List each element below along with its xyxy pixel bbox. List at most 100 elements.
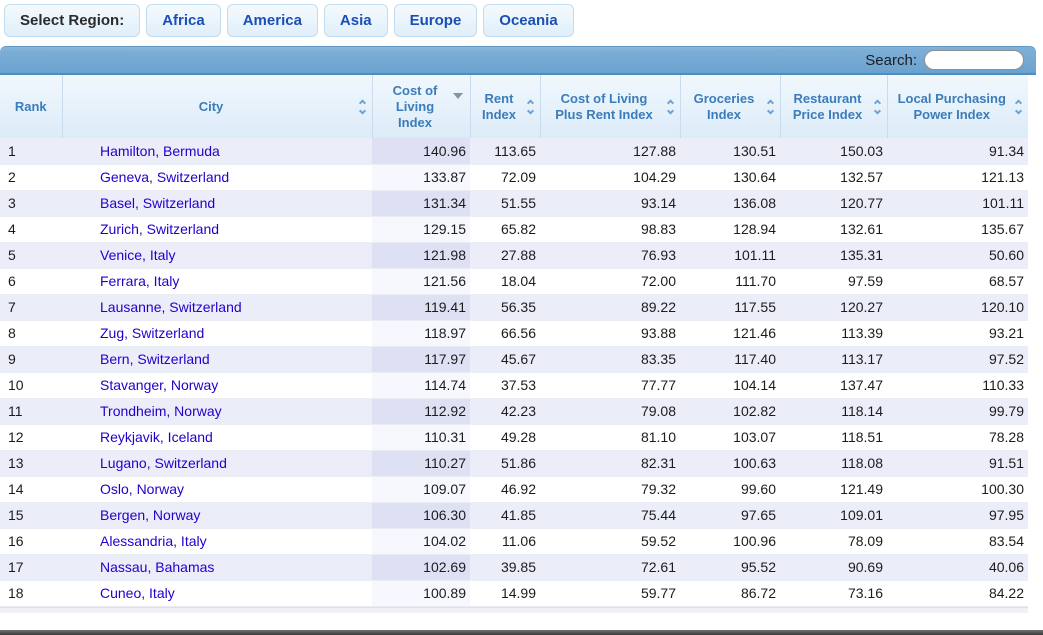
restaurant-price-index-cell: 97.59	[780, 268, 887, 295]
local-purchasing-power-index-cell: 91.51	[887, 450, 1028, 477]
column-header-local-purchasing-power-index[interactable]: Local Purchasing Power Index	[886, 75, 1028, 138]
city-link[interactable]: Ferrara, Italy	[100, 273, 180, 289]
groceries-index-cell: 99.60	[680, 476, 780, 503]
cost-of-living-plus-rent-index-cell: 79.32	[540, 476, 680, 503]
city-link[interactable]: Hamilton, Bermuda	[100, 142, 220, 159]
restaurant-price-index-cell: 137.47	[780, 372, 887, 399]
table-row: 12 Reykjavik, Iceland 110.31 49.28 81.10 103.…	[0, 424, 1028, 451]
city-link[interactable]: Alessandria, Italy	[100, 533, 207, 549]
rank-cell: 14	[0, 476, 62, 503]
city-cell: Reykjavik, Iceland	[62, 424, 372, 451]
column-header-rent-index[interactable]: Rent Index	[469, 75, 540, 138]
rank-cell: 18	[0, 580, 62, 607]
city-link[interactable]: Stavanger, Norway	[100, 377, 219, 393]
city-link[interactable]: Cuneo, Italy	[100, 585, 175, 601]
sort-both-icon	[1014, 98, 1023, 115]
rank-cell: 16	[0, 528, 62, 555]
cost-of-living-index-cell: 114.74	[372, 372, 470, 399]
city-link[interactable]: Zug, Switzerland	[100, 325, 205, 341]
groceries-index-cell: 111.70	[680, 268, 780, 295]
local-purchasing-power-index-cell: 101.11	[887, 190, 1028, 217]
column-header-cost-of-living-plus-rent-index[interactable]: Cost of Living Plus Rent Index	[539, 75, 680, 138]
city-link[interactable]: Trondheim, Norway	[100, 403, 222, 419]
rank-cell: 3	[0, 190, 62, 217]
cost-of-living-index-cell: 100.89	[372, 580, 470, 607]
rent-index-cell: 51.86	[470, 450, 540, 477]
cost-of-living-index-cell: 121.56	[372, 268, 470, 295]
city-link[interactable]: Oslo, Norway	[100, 481, 185, 497]
groceries-index-cell: 121.46	[680, 320, 780, 347]
rank-cell: 6	[0, 268, 62, 295]
rank-cell: 2	[0, 164, 62, 191]
groceries-index-cell: 103.07	[680, 424, 780, 451]
cost-of-living-plus-rent-index-cell: 77.77	[540, 372, 680, 399]
cost-of-living-plus-rent-index-cell: 89.22	[540, 294, 680, 321]
rent-index-cell: 49.28	[470, 424, 540, 451]
rent-index-cell: 51.55	[470, 190, 540, 217]
city-link[interactable]: Bergen, Norway	[100, 507, 201, 523]
restaurant-price-index-cell: 113.39	[780, 320, 887, 347]
local-purchasing-power-index-cell: 97.52	[887, 346, 1028, 373]
sort-both-icon	[526, 98, 534, 115]
local-purchasing-power-index-cell: 99.79	[887, 398, 1028, 425]
cost-of-living-plus-rent-index-cell: 127.88	[540, 138, 680, 165]
table-row: 1 Hamilton, Bermuda 140.96 113.65 127.88 130.…	[0, 138, 1028, 165]
cost-of-living-index-cell: 119.41	[372, 294, 470, 321]
city-link[interactable]: Nassau, Bahamas	[100, 559, 215, 575]
rent-index-cell: 66.56	[470, 320, 540, 347]
city-cell: Bergen, Norway	[62, 502, 372, 529]
groceries-index-cell: 117.40	[680, 346, 780, 373]
table-footer-strip	[0, 606, 1028, 613]
cost-of-living-index-cell: 117.97	[372, 346, 470, 373]
sort-desc-icon	[452, 92, 463, 115]
city-link[interactable]: Lugano, Switzerland	[100, 455, 227, 471]
cost-of-living-index-cell: 131.34	[372, 190, 470, 217]
rent-index-cell: 56.35	[470, 294, 540, 321]
groceries-index-cell: 104.14	[680, 372, 780, 399]
column-label: Rent Index	[482, 90, 516, 122]
restaurant-price-index-cell: 132.61	[780, 216, 887, 243]
region-button-oceania[interactable]: Oceania	[483, 4, 574, 37]
cost-of-living-index-cell: 109.07	[372, 476, 470, 503]
column-header-cost-of-living-index[interactable]: Cost of Living Index	[371, 75, 470, 138]
city-cell: Venice, Italy	[62, 242, 372, 269]
city-link[interactable]: Bern, Switzerland	[100, 351, 210, 367]
column-header-city[interactable]: City	[61, 75, 372, 138]
region-button-group: Africa America Asia Europe Oceania	[146, 4, 574, 37]
table-row: 7 Lausanne, Switzerland 119.41 56.35 89.22 11…	[0, 294, 1028, 321]
restaurant-price-index-cell: 78.09	[780, 528, 887, 555]
groceries-index-cell: 86.72	[680, 580, 780, 607]
column-header-restaurant-price-index[interactable]: Restaurant Price Index	[779, 75, 887, 138]
table-toolbar: Search:	[0, 46, 1036, 75]
city-link[interactable]: Zurich, Switzerland	[100, 221, 220, 237]
city-link[interactable]: Geneva, Switzerland	[100, 169, 230, 185]
table-row: 5 Venice, Italy 121.98 27.88 76.93 101.11 135.…	[0, 242, 1028, 269]
rank-cell: 8	[0, 320, 62, 347]
city-cell: Lugano, Switzerland	[62, 450, 372, 477]
bottom-dark-bar	[0, 630, 1043, 635]
rent-index-cell: 46.92	[470, 476, 540, 503]
cost-of-living-plus-rent-index-cell: 59.52	[540, 528, 680, 555]
restaurant-price-index-cell: 118.08	[780, 450, 887, 477]
region-button-europe[interactable]: Europe	[393, 4, 478, 37]
region-button-america[interactable]: America	[226, 4, 318, 37]
region-button-africa[interactable]: Africa	[146, 4, 221, 37]
table-row: 4 Zurich, Switzerland 129.15 65.82 98.83 128.…	[0, 216, 1028, 243]
city-cell: Bern, Switzerland	[62, 346, 372, 373]
city-link[interactable]: Reykjavik, Iceland	[100, 429, 213, 445]
city-link[interactable]: Basel, Switzerland	[100, 195, 216, 211]
column-header-groceries-index[interactable]: Groceries Index	[679, 75, 780, 138]
local-purchasing-power-index-cell: 78.28	[887, 424, 1028, 451]
city-link[interactable]: Lausanne, Switzerland	[100, 299, 242, 315]
city-cell: Stavanger, Norway	[62, 372, 372, 399]
restaurant-price-index-cell: 118.14	[780, 398, 887, 425]
groceries-index-cell: 128.94	[680, 216, 780, 243]
city-cell: Trondheim, Norway	[62, 398, 372, 425]
header-row: Rank City Cost of Living Index Rent Index Co…	[0, 75, 1028, 138]
city-link[interactable]: Venice, Italy	[100, 247, 176, 263]
rent-index-cell: 42.23	[470, 398, 540, 425]
local-purchasing-power-index-cell: 68.57	[887, 268, 1028, 295]
search-input[interactable]	[924, 50, 1024, 70]
cost-of-living-plus-rent-index-cell: 82.31	[540, 450, 680, 477]
region-button-asia[interactable]: Asia	[323, 4, 388, 37]
